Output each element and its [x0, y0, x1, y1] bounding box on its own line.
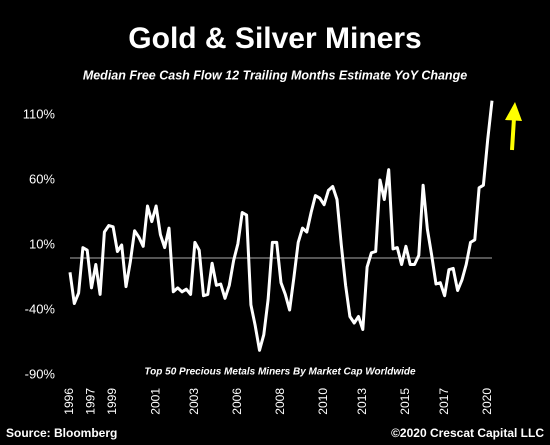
x-tick-label: 2015: [398, 388, 412, 415]
x-tick-label: 2017: [437, 388, 451, 415]
x-tick-label: 1996: [62, 388, 76, 415]
annotation: Top 50 Precious Metals Miners By Market …: [144, 367, 416, 378]
x-tick-label: 2020: [480, 388, 494, 415]
arrow-head: [505, 102, 522, 121]
x-tick-label: 1997: [84, 388, 98, 415]
x-tick-label: 2006: [230, 388, 244, 415]
y-tick-label: -90%: [25, 366, 56, 381]
x-tick-label: 2008: [273, 388, 287, 415]
y-tick-label: 10%: [29, 236, 55, 251]
x-tick-label: 2003: [187, 388, 201, 415]
x-tick-label: 2010: [316, 388, 330, 415]
source: Source: Bloomberg: [6, 426, 117, 440]
data-line: [68, 100, 494, 352]
y-tick-label: 60%: [29, 171, 55, 186]
y-tick-label: 110%: [23, 106, 56, 121]
x-tick-label: 2013: [355, 388, 369, 415]
y-tick-label: -40%: [25, 301, 56, 316]
chart-subtitle: Median Free Cash Flow 12 Trailing Months…: [83, 68, 467, 82]
credit: ©2020 Crescat Capital LLC: [391, 426, 544, 440]
arrow-shaft: [510, 117, 516, 151]
x-tick-label: 2001: [148, 388, 162, 415]
chart-title: Gold & Silver Miners: [128, 22, 421, 55]
x-tick-label: 1999: [105, 388, 119, 415]
arrow: [505, 102, 522, 151]
